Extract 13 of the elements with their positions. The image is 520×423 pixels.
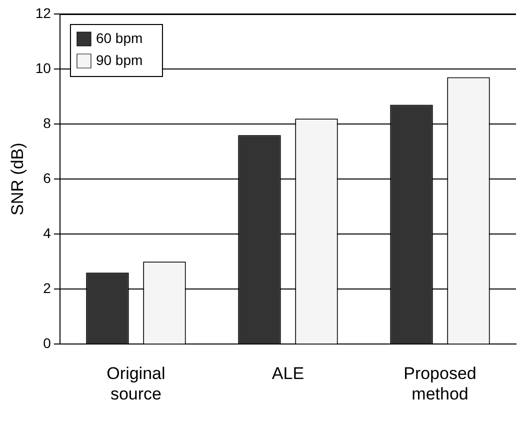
y-tick-label: 8: [43, 114, 52, 131]
y-tick-label: 6: [43, 170, 52, 186]
y-tick-label: 2: [43, 280, 52, 296]
y-tick-label: 0: [43, 335, 52, 352]
y-tick-label: 12: [35, 4, 52, 21]
y-tick-label: 10: [35, 60, 52, 76]
x-tick-label: ALE: [272, 364, 304, 384]
x-tick-label: Proposed method: [404, 364, 476, 404]
legend-label: 60 bpm: [96, 30, 143, 46]
x-tick-label: Original source: [106, 364, 166, 404]
y-axis-title: SNR (dB): [8, 142, 27, 216]
legend-label: 90 bpm: [96, 52, 143, 68]
y-tick-label: 4: [43, 224, 52, 241]
